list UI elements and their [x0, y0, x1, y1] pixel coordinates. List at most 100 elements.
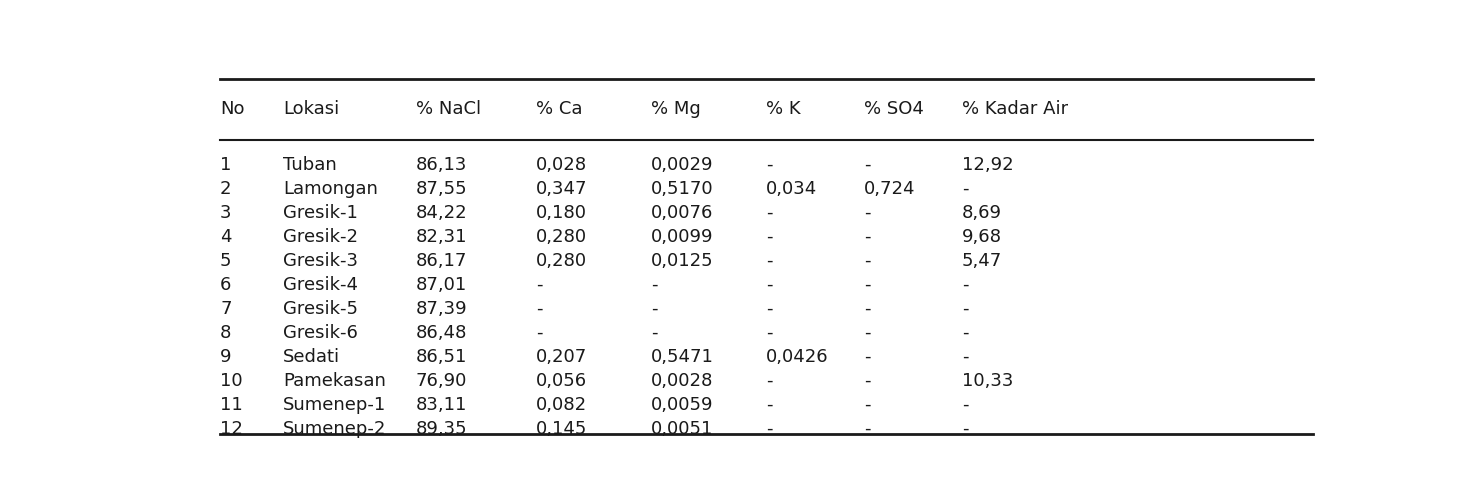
Text: % NaCl: % NaCl [416, 100, 481, 118]
Text: 1: 1 [220, 156, 232, 174]
Text: 82,31: 82,31 [416, 228, 467, 246]
Text: 0,207: 0,207 [536, 348, 588, 366]
Text: 0,034: 0,034 [766, 180, 818, 197]
Text: Gresik-5: Gresik-5 [283, 300, 358, 318]
Text: Gresik-6: Gresik-6 [283, 324, 358, 342]
Text: -: - [536, 276, 543, 294]
Text: -: - [962, 276, 969, 294]
Text: -: - [864, 372, 871, 390]
Text: 3: 3 [220, 204, 232, 222]
Text: 12: 12 [220, 420, 243, 438]
Text: 0,724: 0,724 [864, 180, 916, 197]
Text: 86,48: 86,48 [416, 324, 467, 342]
Text: Gresik-2: Gresik-2 [283, 228, 358, 246]
Text: % Ca: % Ca [536, 100, 583, 118]
Text: 87,39: 87,39 [416, 300, 467, 318]
Text: 87,01: 87,01 [416, 276, 467, 294]
Text: 0,5170: 0,5170 [651, 180, 714, 197]
Text: 86,17: 86,17 [416, 252, 467, 270]
Text: 0,082: 0,082 [536, 396, 588, 414]
Text: No: No [220, 100, 245, 118]
Text: 0,347: 0,347 [536, 180, 588, 197]
Text: 89,35: 89,35 [416, 420, 467, 438]
Text: -: - [766, 396, 773, 414]
Text: 8: 8 [220, 324, 232, 342]
Text: -: - [536, 324, 543, 342]
Text: -: - [766, 252, 773, 270]
Text: Gresik-4: Gresik-4 [283, 276, 358, 294]
Text: -: - [766, 300, 773, 318]
Text: 87,55: 87,55 [416, 180, 467, 197]
Text: 0,056: 0,056 [536, 372, 588, 390]
Text: 10: 10 [220, 372, 242, 390]
Text: -: - [962, 348, 969, 366]
Text: 9: 9 [220, 348, 232, 366]
Text: -: - [962, 324, 969, 342]
Text: Sedati: Sedati [283, 348, 340, 366]
Text: -: - [651, 276, 657, 294]
Text: % Kadar Air: % Kadar Air [962, 100, 1068, 118]
Text: -: - [864, 204, 871, 222]
Text: -: - [962, 420, 969, 438]
Text: 84,22: 84,22 [416, 204, 467, 222]
Text: Tuban: Tuban [283, 156, 337, 174]
Text: -: - [864, 156, 871, 174]
Text: -: - [766, 156, 773, 174]
Text: 0,0099: 0,0099 [651, 228, 714, 246]
Text: 0,0059: 0,0059 [651, 396, 714, 414]
Text: -: - [864, 228, 871, 246]
Text: -: - [864, 324, 871, 342]
Text: Pamekasan: Pamekasan [283, 372, 386, 390]
Text: Sumenep-1: Sumenep-1 [283, 396, 386, 414]
Text: 9,68: 9,68 [962, 228, 1002, 246]
Text: Lamongan: Lamongan [283, 180, 378, 197]
Text: 0,180: 0,180 [536, 204, 588, 222]
Text: 0,0051: 0,0051 [651, 420, 714, 438]
Text: -: - [651, 324, 657, 342]
Text: -: - [864, 300, 871, 318]
Text: 0,028: 0,028 [536, 156, 588, 174]
Text: % K: % K [766, 100, 801, 118]
Text: -: - [864, 420, 871, 438]
Text: Sumenep-2: Sumenep-2 [283, 420, 387, 438]
Text: -: - [864, 348, 871, 366]
Text: 0,145: 0,145 [536, 420, 588, 438]
Text: 86,13: 86,13 [416, 156, 467, 174]
Text: 0,5471: 0,5471 [651, 348, 714, 366]
Text: 12,92: 12,92 [962, 156, 1014, 174]
Text: 0,0426: 0,0426 [766, 348, 830, 366]
Text: 83,11: 83,11 [416, 396, 467, 414]
Text: 0,0125: 0,0125 [651, 252, 714, 270]
Text: % SO4: % SO4 [864, 100, 925, 118]
Text: -: - [962, 180, 969, 197]
Text: -: - [766, 204, 773, 222]
Text: 7: 7 [220, 300, 232, 318]
Text: -: - [864, 276, 871, 294]
Text: -: - [766, 420, 773, 438]
Text: Lokasi: Lokasi [283, 100, 340, 118]
Text: -: - [766, 324, 773, 342]
Text: -: - [766, 228, 773, 246]
Text: 5,47: 5,47 [962, 252, 1002, 270]
Text: -: - [536, 300, 543, 318]
Text: 8,69: 8,69 [962, 204, 1002, 222]
Text: 0,280: 0,280 [536, 228, 588, 246]
Text: -: - [864, 252, 871, 270]
Text: 11: 11 [220, 396, 243, 414]
Text: 10,33: 10,33 [962, 372, 1014, 390]
Text: Gresik-3: Gresik-3 [283, 252, 358, 270]
Text: -: - [651, 300, 657, 318]
Text: 4: 4 [220, 228, 232, 246]
Text: 6: 6 [220, 276, 232, 294]
Text: Gresik-1: Gresik-1 [283, 204, 358, 222]
Text: 5: 5 [220, 252, 232, 270]
Text: % Mg: % Mg [651, 100, 700, 118]
Text: 2: 2 [220, 180, 232, 197]
Text: 0,280: 0,280 [536, 252, 588, 270]
Text: -: - [766, 276, 773, 294]
Text: 86,51: 86,51 [416, 348, 467, 366]
Text: -: - [962, 300, 969, 318]
Text: 76,90: 76,90 [416, 372, 467, 390]
Text: 0,0028: 0,0028 [651, 372, 714, 390]
Text: -: - [766, 372, 773, 390]
